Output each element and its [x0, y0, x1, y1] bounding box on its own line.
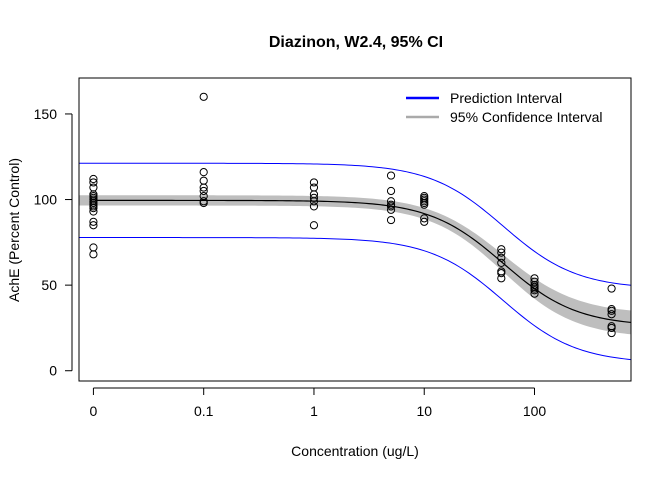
x-tick-label: 10	[416, 403, 432, 419]
data-point	[89, 250, 98, 259]
legend: Prediction Interval 95% Confidence Interv…	[406, 90, 603, 125]
data-point	[309, 193, 319, 202]
x-tick-label: 1	[310, 403, 318, 419]
data-point	[607, 305, 616, 314]
data-point	[309, 183, 319, 192]
pi-lower-line	[79, 237, 631, 361]
pi-upper-line	[79, 162, 631, 286]
x-tick-label: 100	[523, 403, 547, 419]
data-point	[199, 192, 208, 201]
data-point	[497, 258, 506, 267]
confidence-interval-band	[79, 195, 631, 335]
data-point	[89, 178, 98, 187]
fitted-curve	[96, 199, 631, 324]
data-point	[386, 197, 396, 206]
legend-label: Prediction Interval	[450, 90, 562, 106]
data-point	[309, 178, 319, 187]
data-point	[420, 214, 429, 223]
legend-label: 95% Confidence Interval	[450, 109, 603, 125]
data-point	[607, 322, 616, 331]
data-point	[309, 202, 319, 211]
data-point	[89, 174, 98, 184]
data-point	[420, 217, 429, 226]
data-point	[89, 217, 98, 226]
data-point	[386, 171, 396, 180]
plot-frame	[78, 77, 632, 382]
data-point	[199, 176, 208, 185]
prediction-interval-lines	[79, 162, 631, 361]
data-point	[497, 253, 506, 262]
x-axis: 0 0.1 1 10 100	[90, 387, 547, 419]
x-tick-label: 0	[90, 403, 98, 419]
data-point	[497, 245, 506, 254]
data-point	[199, 197, 208, 206]
data-point	[530, 274, 539, 283]
y-tick-label: 150	[34, 106, 58, 122]
fit-line	[96, 199, 631, 324]
data-point	[497, 267, 506, 276]
data-point	[530, 277, 539, 286]
y-tick-label: 50	[41, 277, 57, 293]
x-axis-label: Concentration (ug/L)	[291, 443, 419, 459]
data-point	[386, 200, 396, 209]
data-point	[607, 284, 616, 293]
chart-title: Diazinon, W2.4, 95% CI	[269, 34, 443, 51]
data-point	[89, 183, 98, 192]
data-point	[386, 205, 396, 214]
data-point	[386, 186, 396, 196]
ci-band	[79, 195, 631, 335]
data-point	[386, 215, 396, 225]
data-point	[199, 92, 208, 101]
data-point	[420, 192, 429, 201]
data-point	[89, 221, 98, 230]
data-point	[199, 168, 208, 177]
data-point	[89, 243, 98, 252]
data-point	[497, 269, 506, 278]
data-point	[199, 186, 208, 196]
y-axis: 0 50 100 150	[34, 106, 73, 379]
x-tick-label: 0.1	[194, 403, 214, 419]
data-point	[309, 221, 319, 230]
y-tick-label: 0	[49, 363, 57, 379]
data-point	[497, 248, 506, 257]
y-axis-label: AchE (Percent Control)	[6, 158, 22, 302]
y-tick-label: 100	[34, 192, 58, 208]
data-point	[607, 310, 616, 319]
observation-points	[89, 92, 616, 338]
